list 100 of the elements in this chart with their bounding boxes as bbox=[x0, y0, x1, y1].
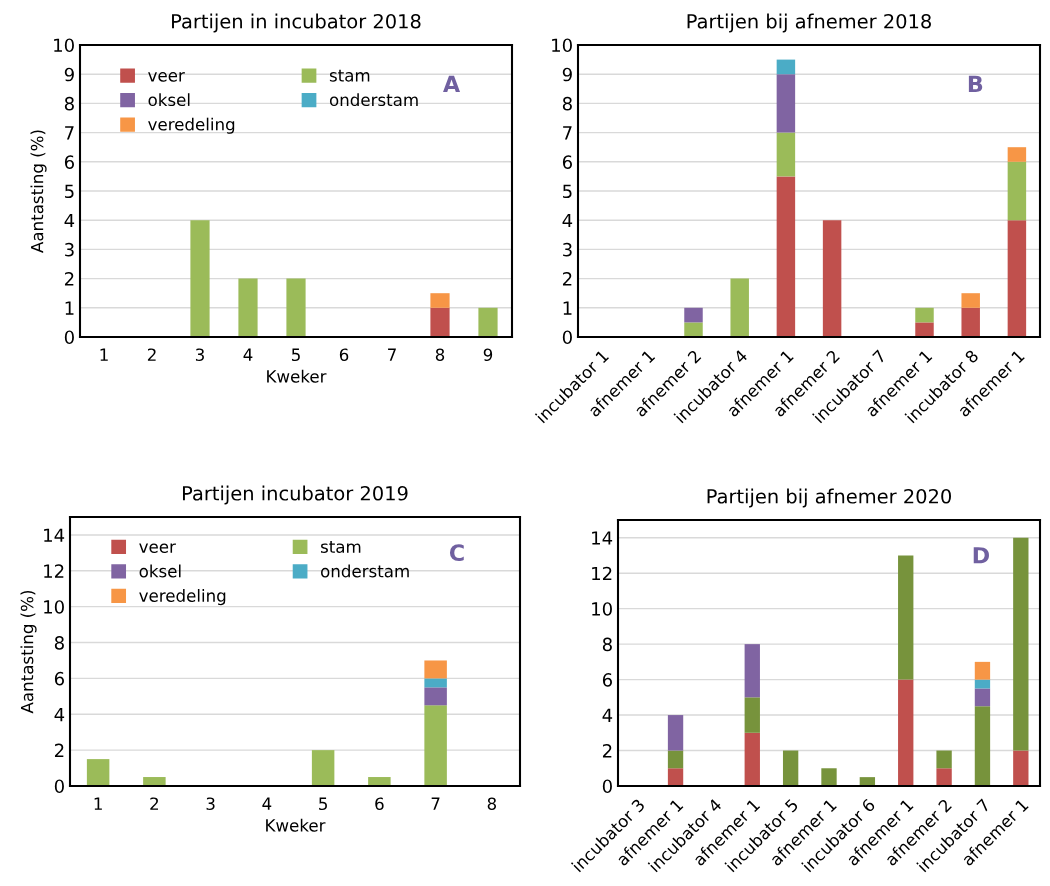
bar bbox=[424, 660, 447, 679]
chart-title: Partijen in incubator 2018 bbox=[172, 13, 421, 33]
y-tick-label: 9 bbox=[562, 67, 572, 82]
y-tick-label: 3 bbox=[563, 242, 572, 257]
bar bbox=[667, 750, 684, 769]
y-tick-label: 1 bbox=[563, 301, 572, 315]
bar bbox=[190, 220, 210, 337]
bar bbox=[744, 697, 760, 733]
y-tick-label: 2 bbox=[64, 272, 74, 286]
y-tick-label: 4 bbox=[54, 707, 65, 722]
bar bbox=[776, 59, 796, 75]
x-tick-label: 5 bbox=[319, 797, 327, 811]
y-tick-label: 12 bbox=[592, 566, 612, 581]
annotation: A bbox=[443, 75, 461, 93]
y-tick-label: 5 bbox=[563, 184, 572, 199]
bar bbox=[1013, 750, 1029, 786]
annotation: D bbox=[973, 547, 989, 564]
bar bbox=[286, 278, 306, 337]
y-tick-label: 2 bbox=[602, 743, 612, 758]
bar bbox=[821, 768, 837, 786]
bar bbox=[782, 750, 799, 786]
x-tick-label: 8 bbox=[435, 348, 445, 362]
y-axis-title: Aantasting (%) bbox=[30, 130, 47, 253]
y-tick-label: 6 bbox=[54, 671, 64, 686]
legend-label: stam bbox=[329, 69, 370, 82]
y-tick-label: 12 bbox=[44, 564, 64, 578]
bar bbox=[368, 777, 391, 786]
x-axis-title: Kweker bbox=[267, 369, 327, 383]
bar bbox=[898, 679, 914, 786]
x-tick-label: 3 bbox=[195, 348, 204, 362]
bar bbox=[238, 278, 258, 337]
y-tick-label: 10 bbox=[592, 602, 612, 616]
bar bbox=[424, 705, 447, 786]
bar bbox=[730, 278, 749, 337]
legend-label: oksel bbox=[148, 93, 190, 107]
y-tick-label: 4 bbox=[562, 213, 573, 228]
legend-label: veredeling bbox=[139, 589, 226, 606]
y-tick-label: 6 bbox=[602, 673, 612, 687]
bar bbox=[311, 750, 335, 786]
bar bbox=[430, 293, 450, 308]
y-tick-label: 0 bbox=[64, 330, 74, 345]
y-tick-label: 8 bbox=[54, 635, 64, 650]
x-tick-label: 6 bbox=[375, 797, 384, 811]
bar bbox=[424, 687, 447, 706]
bar bbox=[744, 732, 760, 786]
bar bbox=[1013, 537, 1029, 751]
y-tick-label: 1 bbox=[65, 301, 74, 315]
y-tick-label: 5 bbox=[65, 184, 74, 199]
x-tick-label: 3 bbox=[206, 797, 215, 811]
bar bbox=[667, 768, 684, 786]
y-tick-label: 4 bbox=[64, 213, 75, 228]
bar bbox=[936, 750, 952, 769]
x-tick-label: 4 bbox=[243, 348, 253, 361]
y-tick-label: 0 bbox=[602, 779, 612, 794]
x-tick-label: 7 bbox=[388, 348, 396, 361]
legend-label: onderstam bbox=[321, 564, 409, 578]
y-tick-label: 9 bbox=[64, 67, 74, 82]
y-tick-label: 6 bbox=[562, 155, 572, 169]
x-tick-label: 4 bbox=[262, 797, 272, 810]
x-tick-label: 1 bbox=[94, 797, 102, 810]
y-tick-label: 3 bbox=[65, 242, 74, 257]
bar bbox=[915, 322, 934, 337]
y-tick-label: 2 bbox=[54, 743, 64, 757]
legend-label: oksel bbox=[139, 564, 181, 578]
bar bbox=[822, 220, 842, 337]
y-tick-label: 8 bbox=[64, 96, 74, 111]
y-tick-label: 7 bbox=[65, 126, 74, 140]
bar bbox=[86, 759, 110, 786]
y-tick-label: 7 bbox=[563, 126, 572, 140]
bar bbox=[1007, 161, 1027, 221]
y-tick-label: 14 bbox=[44, 528, 65, 542]
y-tick-label: 0 bbox=[562, 330, 572, 345]
bar bbox=[915, 307, 934, 323]
y-tick-label: 2 bbox=[562, 272, 572, 286]
y-tick-label: 4 bbox=[602, 708, 613, 722]
chart-title: Partijen incubator 2019 bbox=[182, 485, 408, 505]
chart-title: Partijen bij afnemer 2020 bbox=[707, 488, 952, 508]
x-tick-label: 2 bbox=[147, 348, 156, 361]
bar bbox=[898, 555, 914, 680]
chart-title: Partijen bij afnemer 2018 bbox=[687, 13, 931, 33]
x-tick-label: 8 bbox=[487, 797, 497, 811]
bar bbox=[974, 706, 991, 786]
legend-label: veer bbox=[139, 543, 176, 553]
bar bbox=[478, 307, 498, 337]
x-tick-label: 1 bbox=[100, 348, 108, 361]
bar bbox=[936, 768, 952, 786]
y-tick-label: 8 bbox=[602, 637, 612, 652]
x-tick-label: 2 bbox=[150, 797, 159, 810]
x-tick-label: 7 bbox=[431, 797, 440, 810]
x-tick-label: 5 bbox=[291, 348, 300, 362]
bar bbox=[974, 688, 991, 707]
y-tick-label: 14 bbox=[592, 531, 613, 545]
bar bbox=[424, 678, 447, 688]
x-axis-title: Kweker bbox=[266, 818, 326, 832]
bar bbox=[776, 74, 796, 133]
x-tick-label: 9 bbox=[483, 348, 493, 362]
legend-label: onderstam bbox=[329, 93, 418, 107]
bar bbox=[776, 132, 796, 177]
x-tick-label: 6 bbox=[339, 348, 349, 362]
y-axis-title: Aantasting (%) bbox=[20, 590, 37, 714]
